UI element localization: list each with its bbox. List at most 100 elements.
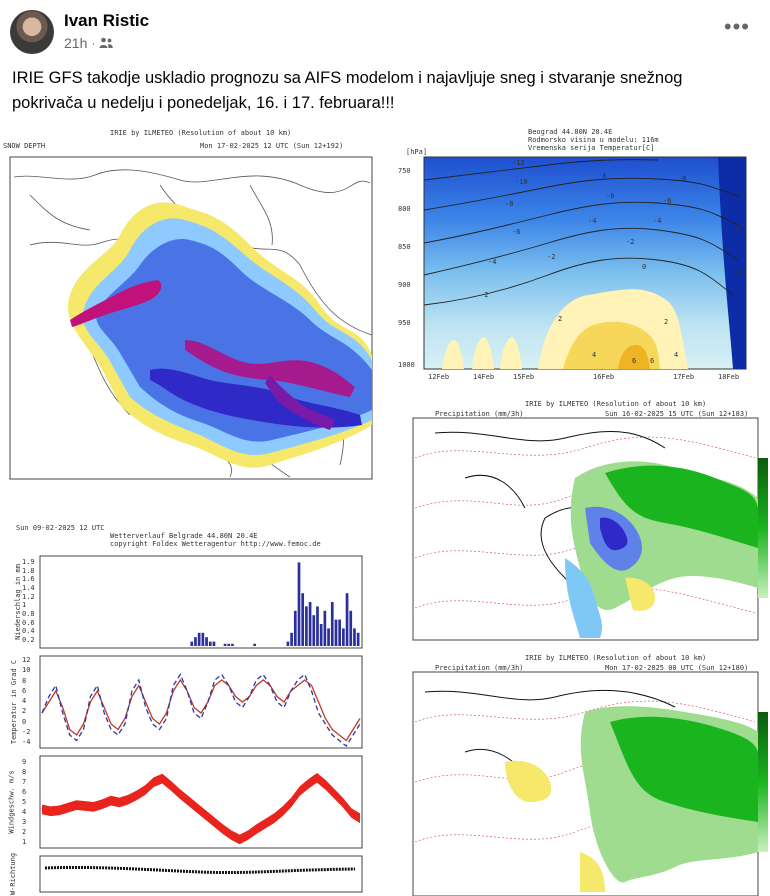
wind-tick: 1 (22, 838, 27, 846)
precip-tick: 0.4 (22, 627, 35, 636)
temp-tick: 6 (22, 686, 27, 695)
precip1-title: IRIE by ILMETEO (Resolution of about 10 … (525, 400, 707, 408)
cross-title-1: Beograd 44.80N 20.4E (528, 128, 613, 136)
more-options-button[interactable]: ••• (723, 14, 750, 39)
meteogram[interactable]: Sun 09-02-2025 12 UTC Wetterverlauf Belg… (0, 518, 372, 896)
precip-tick: 1.9 (22, 558, 35, 566)
precip-bar (286, 641, 290, 646)
contour-label: -6 (512, 228, 521, 236)
temp-tick: 2 (22, 707, 27, 716)
temp-tick: 4 (22, 697, 27, 705)
precip-tick: 1.4 (22, 584, 35, 592)
map-left-label: SNOW DEPTH (3, 142, 46, 150)
contour-label: -8 (678, 175, 687, 183)
cross-y-tick: 800 (398, 205, 411, 213)
wind-tick: 9 (22, 758, 27, 766)
contour-label: 6 (650, 357, 655, 365)
winddir-panel-frame (39, 855, 363, 893)
contour-label: -2 (547, 253, 556, 261)
precip-bar (319, 624, 323, 646)
cross-x-tick: 16Feb (593, 373, 615, 381)
precip-bar (349, 610, 353, 646)
contour-label: -2 (626, 238, 635, 246)
precip-panel-frame (39, 555, 363, 649)
snow-depth-plot (9, 156, 373, 480)
precip-bar (231, 643, 234, 646)
temp-axis-label: Temperatur in Grad C (10, 659, 19, 745)
snow-depth-map[interactable]: IRIE by ILMETEO (Resolution of about 10 … (0, 125, 383, 485)
precip-bar (194, 637, 197, 646)
contour-label: -6 (663, 197, 672, 205)
meteogram-title-2: copyright Foldex Wetteragentur http://ww… (110, 540, 321, 548)
precip-tick: 1.6 (22, 575, 35, 584)
precipitation-map-1[interactable]: IRIE by ILMETEO (Resolution of about 10 … (405, 398, 770, 644)
precip-bar (253, 643, 256, 646)
precip-tick: 0.8 (22, 610, 35, 618)
temp-tick: -2 (22, 727, 31, 736)
meteogram-date: Sun 09-02-2025 12 UTC (16, 524, 105, 532)
contour-label: -2 (480, 291, 489, 299)
precip-bar (212, 641, 216, 646)
precip-bar (334, 619, 338, 646)
precip1-right-label: Sun 16-02-2025 15 UTC (Sun 12+183) (605, 410, 749, 418)
precip1-left-label: Precipitation (mm/3h) (435, 410, 524, 418)
precip-bar (297, 562, 301, 646)
winddir-axis-label: W-Richtung (9, 852, 18, 896)
author-name[interactable]: Ivan Ristic (64, 11, 150, 30)
cross-y-tick: 1000 (398, 361, 415, 369)
wind-speed-band (42, 773, 360, 845)
precip-bar (308, 602, 312, 646)
contour-label: 0 (642, 263, 647, 271)
precip-bar (190, 641, 194, 646)
meta-separator: · (91, 36, 96, 50)
map-title: IRIE by ILMETEO (Resolution of about 10 … (110, 129, 292, 137)
cross-x-tick: 12Feb (428, 373, 450, 381)
post-time[interactable]: 21h (64, 35, 88, 51)
cross-x-tick: 17Feb (673, 373, 695, 381)
precip-bar (201, 632, 205, 646)
contour-label: 6 (632, 357, 637, 365)
cross-y-tick: 950 (398, 319, 411, 327)
temp-panel-frame (39, 655, 363, 749)
contour-label: 4 (674, 351, 679, 359)
precip-bar (208, 641, 212, 646)
precip-bar (305, 606, 308, 646)
precip-tick: 0.6 (22, 618, 35, 627)
contour-label: -1 (734, 269, 743, 277)
cross-section-plot (423, 156, 747, 370)
contour-label: -8 (598, 172, 607, 180)
meteogram-plot (39, 555, 363, 893)
wind-tick: 4 (22, 808, 27, 816)
contour-label: 2 (664, 318, 669, 326)
precip-bar (301, 593, 305, 646)
wind-tick: 3 (22, 818, 27, 826)
precip-bar (227, 643, 231, 646)
cross-x-tick: 18Feb (718, 373, 740, 381)
precip-bar (356, 632, 360, 646)
cross-y-label: [hPa] (406, 148, 428, 156)
temperature-cross-section[interactable]: Beograd 44.80N 20.4E Rodmorsko visina u … (388, 125, 768, 385)
precip2-right-label: Mon 17-02-2025 00 UTC (Sun 12+180) (605, 664, 749, 672)
wind-tick: 2 (22, 828, 27, 836)
precip-bar (290, 632, 293, 646)
precip2-left-label: Precipitation (mm/3h) (435, 664, 524, 672)
contour-label: -4 (588, 217, 597, 225)
precip-bar (327, 628, 330, 646)
temp-tick: 12 (22, 656, 31, 664)
precip-bar (345, 593, 349, 646)
temp-tick: 0 (22, 717, 27, 726)
avatar[interactable] (10, 10, 54, 54)
cross-y-tick: 850 (398, 243, 411, 251)
precipitation-map-2[interactable]: IRIE by ILMETEO (Resolution of about 10 … (405, 652, 770, 896)
precip-bar (205, 637, 208, 646)
contour-label: -12 (512, 159, 525, 167)
contour-label: -4 (653, 217, 662, 225)
precip-tick: 0.2 (22, 636, 35, 644)
wind-tick: 5 (22, 798, 27, 806)
temp-tick: 8 (22, 676, 27, 685)
precip-bar (338, 619, 342, 646)
precip-bar (316, 606, 319, 646)
contour-label: -10 (515, 178, 528, 186)
cross-title-2: Rodmorsko visina u modelu: 116m (528, 136, 659, 144)
precip-bar (342, 628, 345, 646)
